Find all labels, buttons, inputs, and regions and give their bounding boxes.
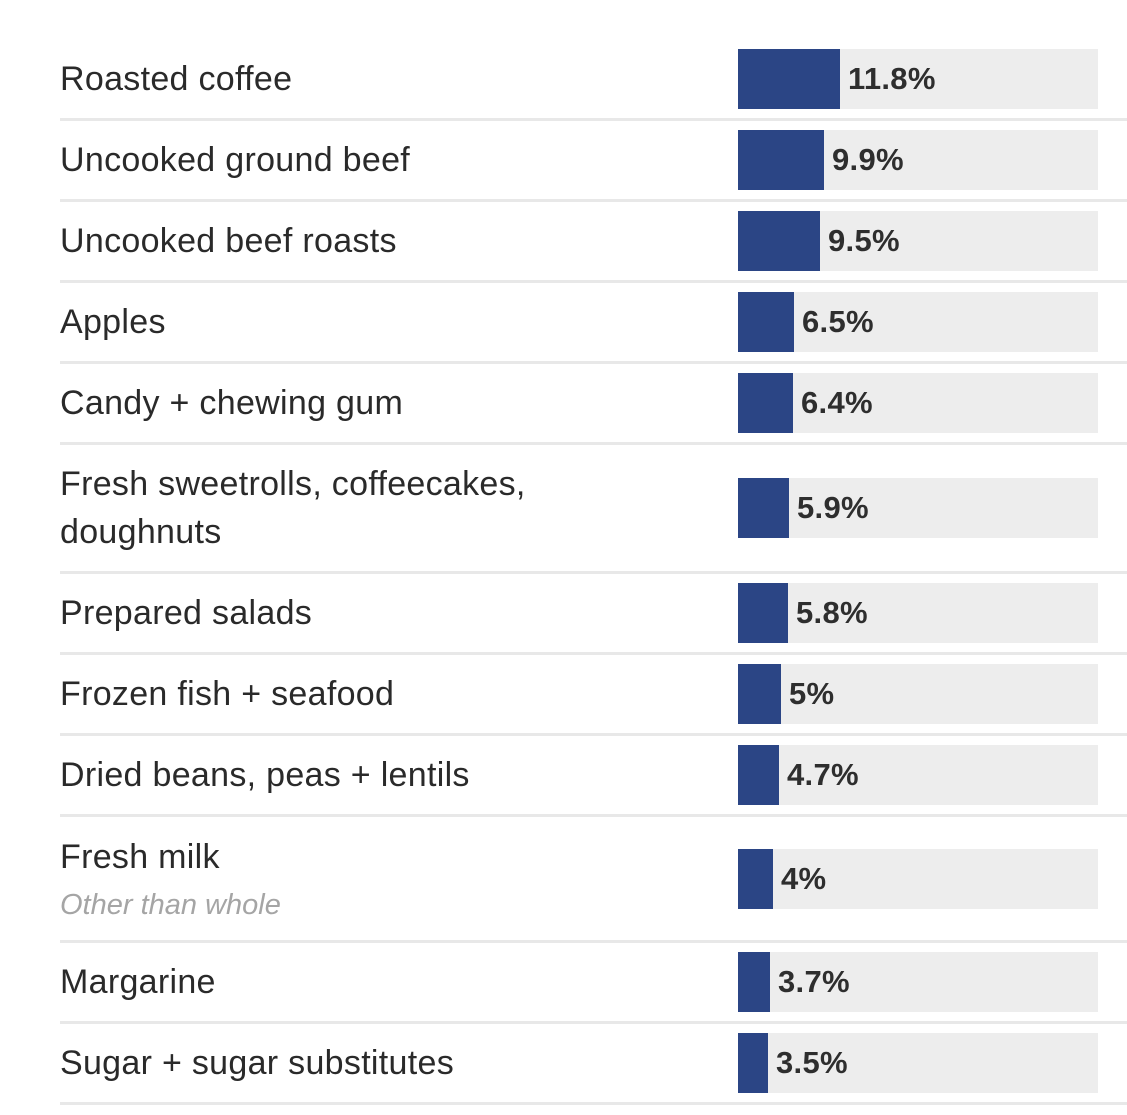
- category-label: Uncooked ground beef: [60, 141, 411, 179]
- category-cell: Frozen fish + seafood: [60, 670, 738, 718]
- category-cell: Uncooked ground beef: [60, 136, 738, 184]
- value-label: 3.5%: [776, 1045, 848, 1080]
- bar-chart: Roasted coffee 11.8% Uncooked ground beef 9…: [60, 40, 1127, 1105]
- bar-track: 9.9%: [738, 130, 1098, 190]
- chart-row: Fresh milk Other than whole 4%: [60, 817, 1127, 943]
- chart-row: Uncooked ground beef 9.9%: [60, 121, 1127, 202]
- category-label: Fresh sweetrolls, coffeecakes, doughnuts: [60, 465, 526, 551]
- category-cell: Apples: [60, 298, 738, 346]
- category-cell: Fresh sweetrolls, coffeecakes, doughnuts: [60, 460, 738, 556]
- category-cell: Sugar + sugar substitutes: [60, 1039, 738, 1087]
- value-label: 4%: [781, 860, 827, 896]
- chart-row: Margarine 3.7%: [60, 943, 1127, 1024]
- category-cell: Roasted coffee: [60, 55, 738, 103]
- bar-track: 3.7%: [738, 952, 1098, 1012]
- bar: [738, 664, 781, 724]
- value-label: 9.9%: [832, 142, 904, 177]
- chart-row: Candy + chewing gum 6.4%: [60, 364, 1127, 445]
- category-label: Sugar + sugar substitutes: [60, 1044, 455, 1082]
- category-note: Other than whole: [60, 888, 281, 921]
- value-label: 4.7%: [787, 757, 859, 792]
- category-label: Margarine: [60, 963, 216, 1001]
- bar-track: 11.8%: [738, 49, 1098, 109]
- value-label: 6.5%: [802, 304, 874, 339]
- chart-row: Dried beans, peas + lentils 4.7%: [60, 736, 1127, 817]
- category-label: Roasted coffee: [60, 60, 293, 98]
- value-label: 9.5%: [828, 223, 900, 258]
- category-label: Dried beans, peas + lentils: [60, 756, 470, 794]
- chart-row: Frozen fish + seafood 5%: [60, 655, 1127, 736]
- bar: [738, 1033, 768, 1093]
- value-label: 5.9%: [797, 490, 869, 525]
- value-label: 11.8%: [848, 61, 936, 96]
- bar: [738, 952, 770, 1012]
- chart-row: Prepared salads 5.8%: [60, 574, 1127, 655]
- category-cell: Prepared salads: [60, 589, 738, 637]
- bar-track: 5.9%: [738, 478, 1098, 538]
- bar-track: 5%: [738, 664, 1098, 724]
- category-cell: Fresh milk Other than whole: [60, 833, 738, 925]
- chart-row: Apples 6.5%: [60, 283, 1127, 364]
- bar: [738, 848, 773, 909]
- category-label: Uncooked beef roasts: [60, 222, 397, 260]
- bar-track: 4.7%: [738, 745, 1098, 805]
- bar: [738, 211, 820, 271]
- bar-track: 3.5%: [738, 1033, 1098, 1093]
- bar-track: 5.8%: [738, 583, 1098, 643]
- bar-track: 6.4%: [738, 373, 1098, 433]
- bar-track: 4%: [738, 848, 1098, 909]
- bar: [738, 745, 779, 805]
- value-label: 3.7%: [778, 964, 850, 999]
- bar: [738, 130, 824, 190]
- category-label: Prepared salads: [60, 594, 313, 632]
- bar: [738, 292, 794, 352]
- category-cell: Candy + chewing gum: [60, 379, 738, 427]
- category-label: Fresh milk: [60, 837, 220, 876]
- chart-row: Roasted coffee 11.8%: [60, 40, 1127, 121]
- bar: [738, 373, 793, 433]
- category-label: Candy + chewing gum: [60, 384, 404, 422]
- category-label: Apples: [60, 303, 166, 341]
- value-label: 6.4%: [801, 385, 873, 420]
- bar: [738, 583, 788, 643]
- value-label: 5.8%: [796, 595, 868, 630]
- value-label: 5%: [789, 676, 835, 711]
- bar: [738, 478, 789, 538]
- chart-row: Uncooked beef roasts 9.5%: [60, 202, 1127, 283]
- chart-row: Fresh sweetrolls, coffeecakes, doughnuts…: [60, 445, 1127, 574]
- bar-track: 6.5%: [738, 292, 1098, 352]
- category-cell: Uncooked beef roasts: [60, 217, 738, 265]
- chart-row: Sugar + sugar substitutes 3.5%: [60, 1024, 1127, 1105]
- bar-track: 9.5%: [738, 211, 1098, 271]
- category-label: Frozen fish + seafood: [60, 675, 395, 713]
- category-cell: Dried beans, peas + lentils: [60, 751, 738, 799]
- bar: [738, 49, 840, 109]
- category-cell: Margarine: [60, 958, 738, 1006]
